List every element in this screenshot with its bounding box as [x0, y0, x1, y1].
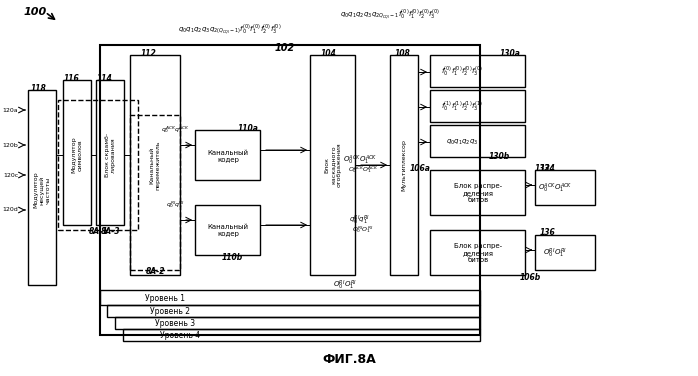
Bar [63, 80, 91, 225]
Text: Уровень 1: Уровень 1 [145, 294, 185, 303]
Text: $q_0 q_1 q_2 q_3$: $q_0 q_1 q_2 q_3$ [446, 137, 478, 147]
Text: 114: 114 [96, 74, 112, 82]
Text: $q_0 q_1 q_2 q_3 q_{2(Q_{CQI}-1)} f_0^{(0)} f_1^{(0)} f_2^{(0)} f_3^{(0)}$: $q_0 q_1 q_2 q_3 q_{2(Q_{CQI}-1)} f_0^{(… [179, 23, 282, 37]
Text: $O_0^{RI} O_1^{RI}$: $O_0^{RI} O_1^{RI}$ [333, 278, 357, 292]
Text: Блок распре-
деления
битов: Блок распре- деления битов [454, 243, 502, 263]
Text: Канальный
перемежитель: Канальный перемежитель [149, 140, 161, 190]
Text: 106a: 106a [410, 164, 431, 173]
Text: 100: 100 [24, 7, 47, 17]
Text: 134: 134 [540, 164, 556, 173]
Bar [390, 55, 418, 275]
Text: Модулятор
символов: Модулятор символов [72, 137, 82, 173]
Bar [535, 170, 595, 205]
Bar [430, 170, 525, 215]
Text: 118: 118 [30, 83, 46, 92]
Text: ФИГ.8А: ФИГ.8А [322, 353, 376, 367]
Text: 106b: 106b [519, 273, 541, 282]
Text: 8А-1: 8А-1 [89, 227, 108, 237]
Bar [123, 329, 480, 341]
Bar [535, 235, 595, 270]
Bar [100, 45, 480, 335]
Bar [130, 115, 180, 270]
Bar [28, 90, 56, 285]
Text: $q_0^{RI}q_1^{RI}$: $q_0^{RI}q_1^{RI}$ [165, 200, 185, 211]
Text: 120c: 120c [3, 173, 18, 177]
Bar [195, 130, 260, 180]
Text: $O_0^{RI}O_1^{RI}$: $O_0^{RI}O_1^{RI}$ [352, 224, 373, 235]
Text: $q_0^{RI} q_1^{RI}$: $q_0^{RI} q_1^{RI}$ [350, 213, 371, 227]
Text: 132: 132 [535, 164, 551, 173]
Bar [130, 55, 180, 275]
Text: 112: 112 [140, 49, 156, 58]
Text: $O_0^{ACK}O_1^{ACK}$: $O_0^{ACK}O_1^{ACK}$ [348, 165, 378, 175]
Text: Блок
каскадного
отображения: Блок каскадного отображения [325, 143, 341, 187]
Bar [107, 305, 480, 317]
Text: 120a: 120a [3, 108, 18, 112]
Text: $O_0^{RI}O_1^{RI}$: $O_0^{RI}O_1^{RI}$ [543, 246, 567, 260]
Text: 116: 116 [64, 74, 79, 82]
Text: Блок скрамб-
лирования: Блок скрамб- лирования [105, 133, 116, 177]
Text: $f_0^{(1)}f_1^{(1)}f_2^{(1)}f_3^{(1)}$: $f_0^{(1)}f_1^{(1)}f_2^{(1)}f_3^{(1)}$ [441, 100, 483, 114]
Text: 120d: 120d [2, 208, 18, 212]
Text: 108: 108 [394, 49, 410, 58]
Text: 8А-2: 8А-2 [145, 267, 165, 276]
Text: Мультиплексор: Мультиплексор [401, 139, 406, 191]
Text: 130a: 130a [500, 49, 521, 58]
Bar [58, 100, 138, 230]
Bar [430, 55, 525, 87]
Text: Уровень 4: Уровень 4 [160, 332, 200, 341]
Text: $O_0^{ACK} O_1^{ACK}$: $O_0^{ACK} O_1^{ACK}$ [343, 153, 378, 167]
Text: 130b: 130b [489, 152, 510, 161]
Bar [310, 55, 355, 275]
Text: $q_0^{ACK}q_1^{ACK}$: $q_0^{ACK}q_1^{ACK}$ [161, 124, 189, 135]
Bar [430, 125, 525, 157]
Bar [96, 80, 124, 225]
Text: 102: 102 [275, 43, 295, 53]
Text: 104: 104 [320, 49, 336, 58]
Bar [195, 205, 260, 255]
Text: Блок распре-
деления
битов: Блок распре- деления битов [454, 183, 502, 203]
Text: $q_0 q_1 q_2 q_3 q_{2Q_{CQI}-1} f_0^{(0)} f_1^{(0)} f_2^{(0)} f_3^{(0)}$: $q_0 q_1 q_2 q_3 q_{2Q_{CQI}-1} f_0^{(0)… [340, 8, 440, 23]
Bar [430, 230, 525, 275]
Bar [100, 290, 480, 305]
Text: 110a: 110a [237, 123, 258, 132]
Text: Уровень 3: Уровень 3 [155, 320, 195, 329]
Text: Канальный
кодер: Канальный кодер [207, 224, 248, 238]
Text: $f_0^{(0)}f_1^{(0)}f_2^{(0)}f_3^{(0)}$: $f_0^{(0)}f_1^{(0)}f_2^{(0)}f_3^{(0)}$ [441, 65, 483, 79]
Text: Модулятор
несущей
частоты: Модулятор несущей частоты [34, 172, 50, 208]
Text: 120b: 120b [2, 143, 18, 147]
Text: 8А-3: 8А-3 [101, 227, 120, 237]
Text: $O_0^{ACK}O_1^{ACK}$: $O_0^{ACK}O_1^{ACK}$ [538, 181, 572, 195]
Text: Уровень 2: Уровень 2 [150, 308, 190, 317]
Text: 136: 136 [540, 229, 556, 238]
Text: 110b: 110b [221, 253, 243, 262]
Text: Канальный
кодер: Канальный кодер [207, 150, 248, 162]
Bar [115, 317, 480, 329]
Bar [430, 90, 525, 122]
